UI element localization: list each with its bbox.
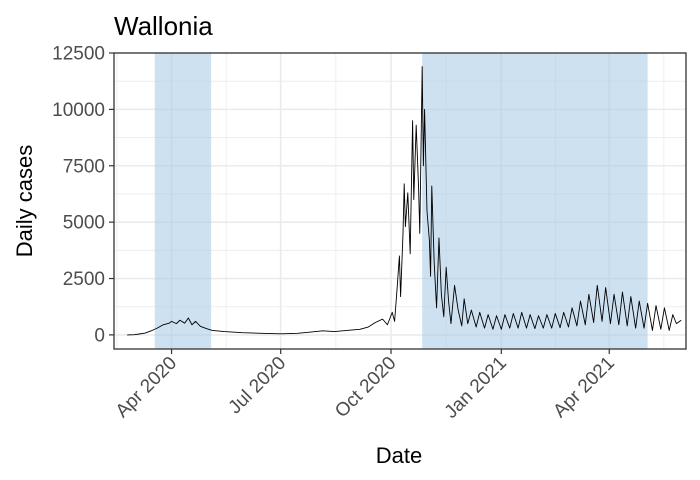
x-axis-title: Date [376, 443, 422, 468]
x-tick-label: Oct 2020 [331, 353, 400, 422]
y-tick-label: 2500 [63, 269, 105, 290]
plot-panel: 0 2500 5000 7500 10000 12500 Apr 2020 Jul 2020 O… [52, 44, 687, 423]
chart-title: Wallonia [114, 11, 213, 41]
y-tick-label: 0 [94, 325, 105, 346]
x-tick-label: Apr 2021 [549, 353, 618, 422]
x-tick-label: Jan 2021 [441, 353, 511, 423]
x-tick-label: Jul 2020 [225, 353, 291, 419]
panel-border [113, 52, 687, 350]
x-tick-label: Apr 2020 [112, 353, 181, 422]
shaded-period [154, 53, 212, 349]
y-axis-title: Daily cases [12, 145, 37, 257]
y-tick-label: 5000 [63, 213, 105, 234]
daily-cases-line [127, 66, 682, 336]
y-tick-label: 12500 [52, 44, 105, 65]
shaded-period [422, 53, 648, 349]
y-tick-label: 10000 [52, 100, 105, 121]
y-tick-label: 7500 [63, 156, 105, 177]
